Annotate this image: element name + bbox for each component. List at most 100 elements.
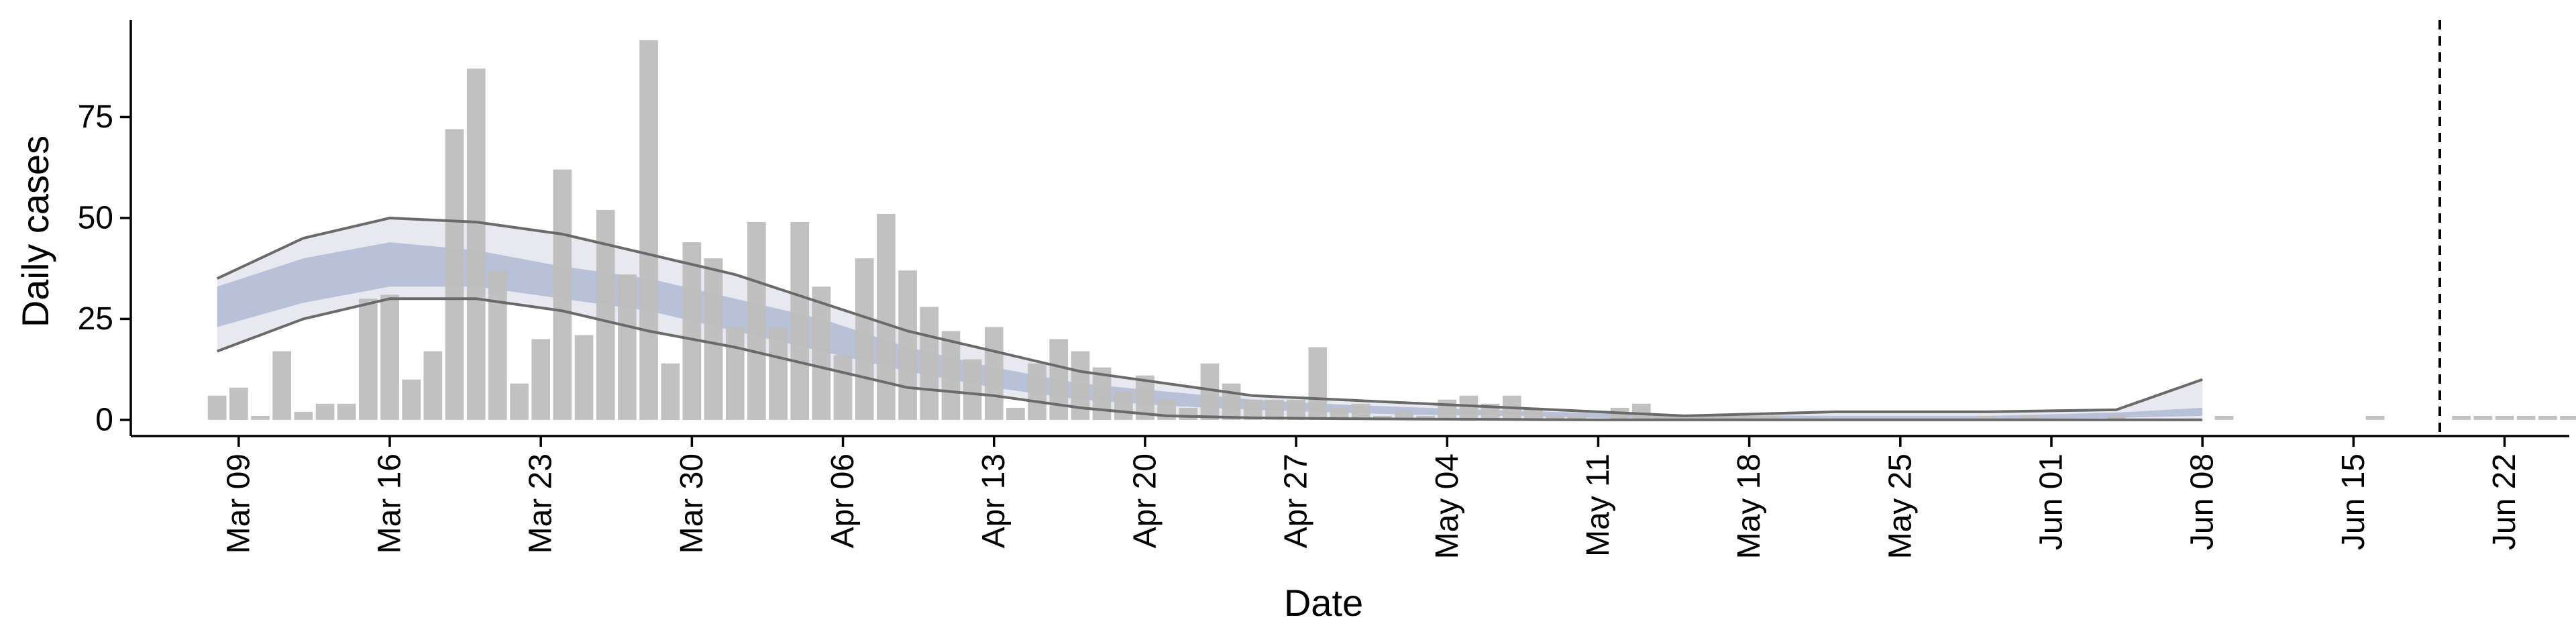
case-bar bbox=[510, 383, 529, 420]
case-bar bbox=[877, 213, 896, 420]
upper-interval-line bbox=[216, 216, 2203, 417]
case-bar bbox=[1330, 407, 1349, 420]
case-bar bbox=[359, 299, 378, 420]
case-bar bbox=[1028, 363, 1046, 420]
case-bar bbox=[531, 339, 551, 420]
y-axis-title: Daily cases bbox=[14, 136, 56, 327]
lower-interval-line bbox=[216, 297, 2203, 421]
case-bar bbox=[380, 294, 399, 420]
case-bar bbox=[2214, 415, 2234, 420]
case-bar bbox=[704, 258, 723, 420]
x-tick-label: Mar 30 bbox=[674, 453, 710, 553]
case-bar bbox=[423, 351, 443, 420]
x-tick-label: Jun 01 bbox=[2034, 453, 2070, 550]
x-tick-label: Jun 22 bbox=[2487, 453, 2522, 550]
axes bbox=[129, 20, 2569, 437]
case-bar bbox=[229, 387, 248, 420]
y-tick-label: 25 bbox=[78, 301, 113, 337]
case-bar bbox=[2495, 415, 2514, 420]
case-bar bbox=[272, 351, 291, 420]
case-bar bbox=[337, 403, 356, 420]
case-bar bbox=[1654, 415, 1672, 420]
case-bar bbox=[1308, 347, 1328, 420]
case-bar bbox=[315, 403, 335, 420]
case-bar bbox=[963, 359, 982, 420]
case-bar bbox=[574, 335, 594, 420]
case-bar bbox=[769, 327, 788, 420]
case-bar bbox=[618, 274, 637, 420]
x-tick-label: Jun 08 bbox=[2185, 453, 2220, 550]
case-bar bbox=[2021, 415, 2039, 420]
case-bar bbox=[1631, 403, 1651, 420]
case-bar bbox=[553, 169, 572, 420]
case-bar bbox=[725, 327, 745, 420]
case-bar bbox=[1179, 407, 1198, 420]
case-bar bbox=[855, 258, 874, 420]
case-bar bbox=[1675, 415, 1694, 420]
case-bar bbox=[747, 222, 766, 420]
case-bars bbox=[207, 40, 2576, 420]
case-bar bbox=[1459, 395, 1479, 420]
case-bar bbox=[661, 363, 680, 420]
x-tick-label: May 18 bbox=[1731, 453, 1767, 559]
case-bar bbox=[466, 68, 486, 420]
case-bar bbox=[1739, 415, 1759, 420]
case-bar bbox=[898, 270, 917, 420]
x-tick-label: Mar 16 bbox=[372, 453, 408, 553]
case-bar bbox=[1567, 415, 1587, 420]
case-bar bbox=[1697, 415, 1716, 420]
inner-credible-band bbox=[217, 242, 2203, 419]
case-bar bbox=[1287, 399, 1305, 420]
case-bar bbox=[1438, 399, 1457, 420]
case-bar bbox=[207, 395, 227, 420]
case-bar bbox=[1761, 415, 1780, 420]
case-bar bbox=[2473, 415, 2493, 420]
x-tick-label: Jun 15 bbox=[2336, 453, 2371, 550]
case-bar bbox=[833, 355, 853, 420]
y-tick-label: 75 bbox=[78, 99, 113, 135]
case-bar bbox=[812, 286, 831, 420]
x-tick-label: Apr 13 bbox=[976, 453, 1012, 548]
model-interval-lines bbox=[216, 216, 2203, 421]
x-tick-label: Mar 09 bbox=[221, 453, 256, 553]
case-bar bbox=[1977, 415, 1996, 420]
x-tick-label: Apr 20 bbox=[1127, 453, 1163, 548]
case-bar bbox=[1351, 403, 1371, 420]
case-bar bbox=[2106, 415, 2126, 420]
x-axis-ticks: Mar 09 Mar 16 Mar 23 Mar 30 Apr 06 Apr 13 Apr … bbox=[221, 436, 2522, 559]
x-tick-label: May 11 bbox=[1580, 453, 1616, 557]
y-axis-ticks: 0 25 50 75 bbox=[78, 99, 131, 437]
case-bar bbox=[1265, 399, 1284, 420]
x-axis-title: Date bbox=[1284, 582, 1363, 624]
case-bar bbox=[2538, 415, 2557, 420]
case-bar bbox=[1222, 383, 1241, 420]
x-tick-label: May 25 bbox=[1882, 453, 1918, 559]
case-bar bbox=[488, 270, 507, 420]
y-tick-label: 50 bbox=[78, 200, 113, 235]
case-bar bbox=[1049, 339, 1069, 420]
case-bar bbox=[445, 129, 464, 420]
case-bar bbox=[682, 242, 702, 420]
x-tick-label: Apr 06 bbox=[825, 453, 861, 548]
case-bar bbox=[2560, 415, 2576, 420]
y-tick-label: 0 bbox=[95, 402, 113, 437]
case-bar bbox=[984, 327, 1004, 420]
case-bar bbox=[2365, 415, 2385, 420]
case-bar bbox=[402, 379, 421, 420]
case-bar bbox=[294, 411, 313, 420]
case-bar bbox=[1114, 391, 1133, 420]
case-bar bbox=[639, 40, 658, 420]
case-bar bbox=[2452, 415, 2471, 420]
case-bar bbox=[790, 222, 810, 420]
x-tick-label: May 04 bbox=[1430, 453, 1465, 559]
case-bar bbox=[1524, 407, 1543, 420]
case-bar bbox=[251, 415, 270, 420]
case-bar bbox=[920, 307, 939, 420]
x-tick-label: Mar 23 bbox=[523, 453, 559, 553]
case-bar bbox=[1006, 407, 1025, 420]
x-tick-label: Apr 27 bbox=[1279, 453, 1314, 548]
case-bar bbox=[2516, 415, 2536, 420]
case-bar bbox=[1718, 415, 1737, 420]
case-bar bbox=[941, 331, 961, 420]
